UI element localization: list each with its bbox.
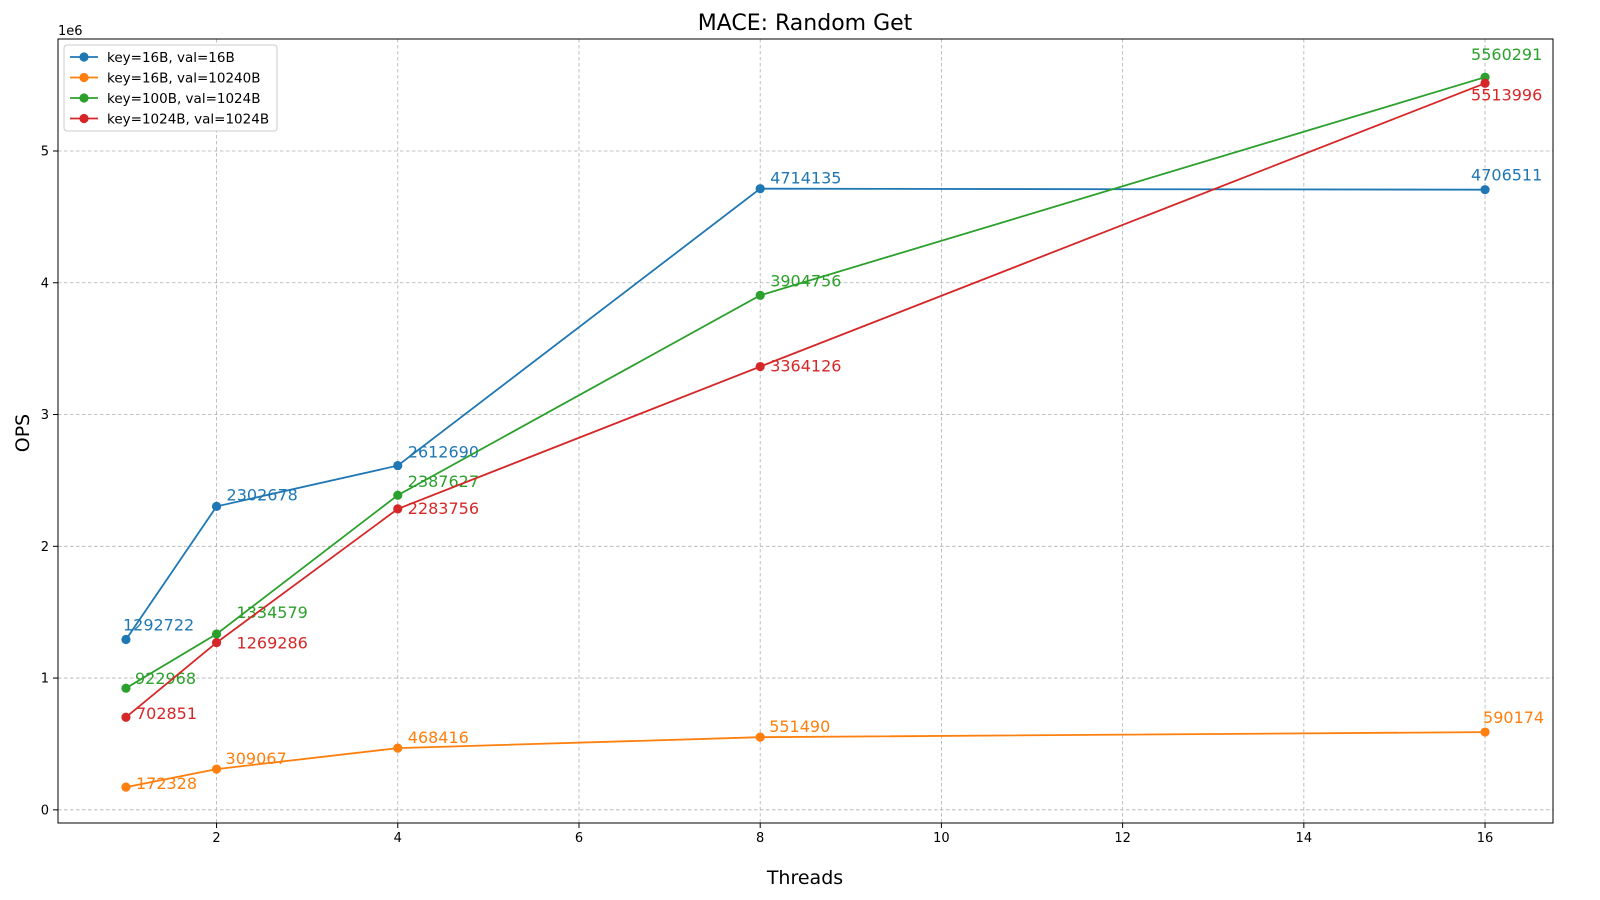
data-label: 468416: [408, 728, 469, 747]
data-label: 3904756: [770, 271, 841, 290]
data-point: [755, 184, 765, 194]
legend-item: key=16B, val=16B: [70, 50, 235, 66]
data-label: 702851: [136, 704, 197, 723]
legend: key=16B, val=16B key=16B, val=10240B key=1…: [63, 44, 278, 132]
legend-label: key=16B, val=16B: [107, 50, 235, 66]
data-label: 5513996: [1471, 85, 1542, 104]
data-label: 309067: [226, 749, 287, 768]
data-point: [211, 629, 222, 639]
legend-marker: [79, 93, 89, 103]
chart-title: MACE: Random Get: [698, 11, 913, 36]
data-point: [1480, 727, 1490, 737]
data-label: 5560291: [1471, 45, 1542, 64]
legend-label: key=16B, val=10240B: [107, 71, 261, 87]
y-tick-label: 5: [41, 145, 49, 160]
y-tick-label: 4: [41, 276, 49, 291]
data-point: [1480, 78, 1490, 88]
data-point: [1480, 185, 1490, 195]
data-point: [755, 361, 765, 372]
data-label: 2283756: [408, 499, 479, 518]
data-point: [211, 637, 222, 648]
data-point: [393, 504, 403, 514]
data-label: 2612690: [408, 443, 479, 462]
data-point: [121, 782, 131, 792]
data-label: 590174: [1483, 708, 1544, 727]
series-layer: 1292722 2302678 2612690 4714135 4706511 17232…: [121, 45, 1544, 793]
x-tick-label: 12: [1114, 831, 1131, 846]
data-label: 172328: [136, 774, 197, 793]
series-3: 922968 1334579 2387627 3904756 5560291: [121, 45, 1542, 693]
x-tick-label: 8: [756, 831, 764, 846]
grid-lines: [58, 39, 1553, 823]
x-tick-label: 10: [933, 831, 950, 846]
data-point: [121, 634, 131, 645]
series-line: [125, 187, 1486, 641]
x-axis: 2 4 6 8 10 12 14 16: [212, 823, 1493, 846]
data-point: [211, 764, 222, 774]
legend-label: key=1024B, val=1024B: [107, 112, 269, 128]
y-offset-label: 1e6: [58, 24, 83, 39]
data-label: 2302678: [227, 485, 298, 504]
data-point: [393, 490, 403, 500]
data-point: [393, 460, 403, 471]
data-label: 551490: [769, 717, 830, 736]
y-tick-label: 0: [41, 803, 49, 818]
series-1: 1292722 2302678 2612690 4714135 4706511: [121, 166, 1542, 645]
legend-marker: [79, 72, 89, 83]
series-line: [125, 731, 1486, 788]
legend-item: key=1024B, val=1024B: [70, 112, 269, 128]
data-label: 922968: [135, 669, 196, 688]
series-4: 702851 1269286 2283756 3364126 5513996: [121, 78, 1542, 723]
series-2: 172328 309067 468416 551490 590174: [121, 708, 1544, 793]
plot-frame: [57, 38, 1554, 824]
data-label: 3364126: [770, 357, 841, 376]
y-axis: 0 1 2 3 4 5: [41, 145, 58, 818]
data-label: 2387627: [408, 472, 479, 491]
y-tick-label: 1: [41, 672, 49, 687]
data-label: 1292722: [123, 615, 194, 634]
x-tick-label: 2: [212, 831, 220, 846]
data-point: [393, 743, 403, 753]
data-label: 1269286: [237, 634, 308, 653]
data-label: 1334579: [237, 603, 308, 622]
data-point: [121, 683, 131, 693]
legend-box: [63, 44, 278, 132]
data-point: [211, 501, 222, 512]
legend-marker: [79, 113, 89, 124]
data-point: [755, 290, 765, 300]
legend-label: key=100B, val=1024B: [107, 91, 261, 107]
data-label: 4714135: [770, 169, 841, 188]
x-tick-label: 16: [1477, 831, 1494, 846]
x-tick-label: 14: [1296, 831, 1313, 846]
x-tick-label: 6: [575, 831, 583, 846]
x-tick-label: 4: [394, 831, 402, 846]
y-tick-label: 3: [41, 408, 49, 423]
legend-marker: [79, 52, 89, 62]
data-point: [755, 732, 765, 742]
data-point: [121, 712, 131, 722]
x-axis-title: Threads: [766, 867, 843, 889]
legend-item: key=100B, val=1024B: [70, 91, 261, 107]
legend-item: key=16B, val=10240B: [70, 71, 261, 87]
y-tick-label: 2: [41, 540, 49, 555]
y-axis-title: OPS: [12, 414, 34, 452]
data-label: 4706511: [1471, 166, 1542, 185]
